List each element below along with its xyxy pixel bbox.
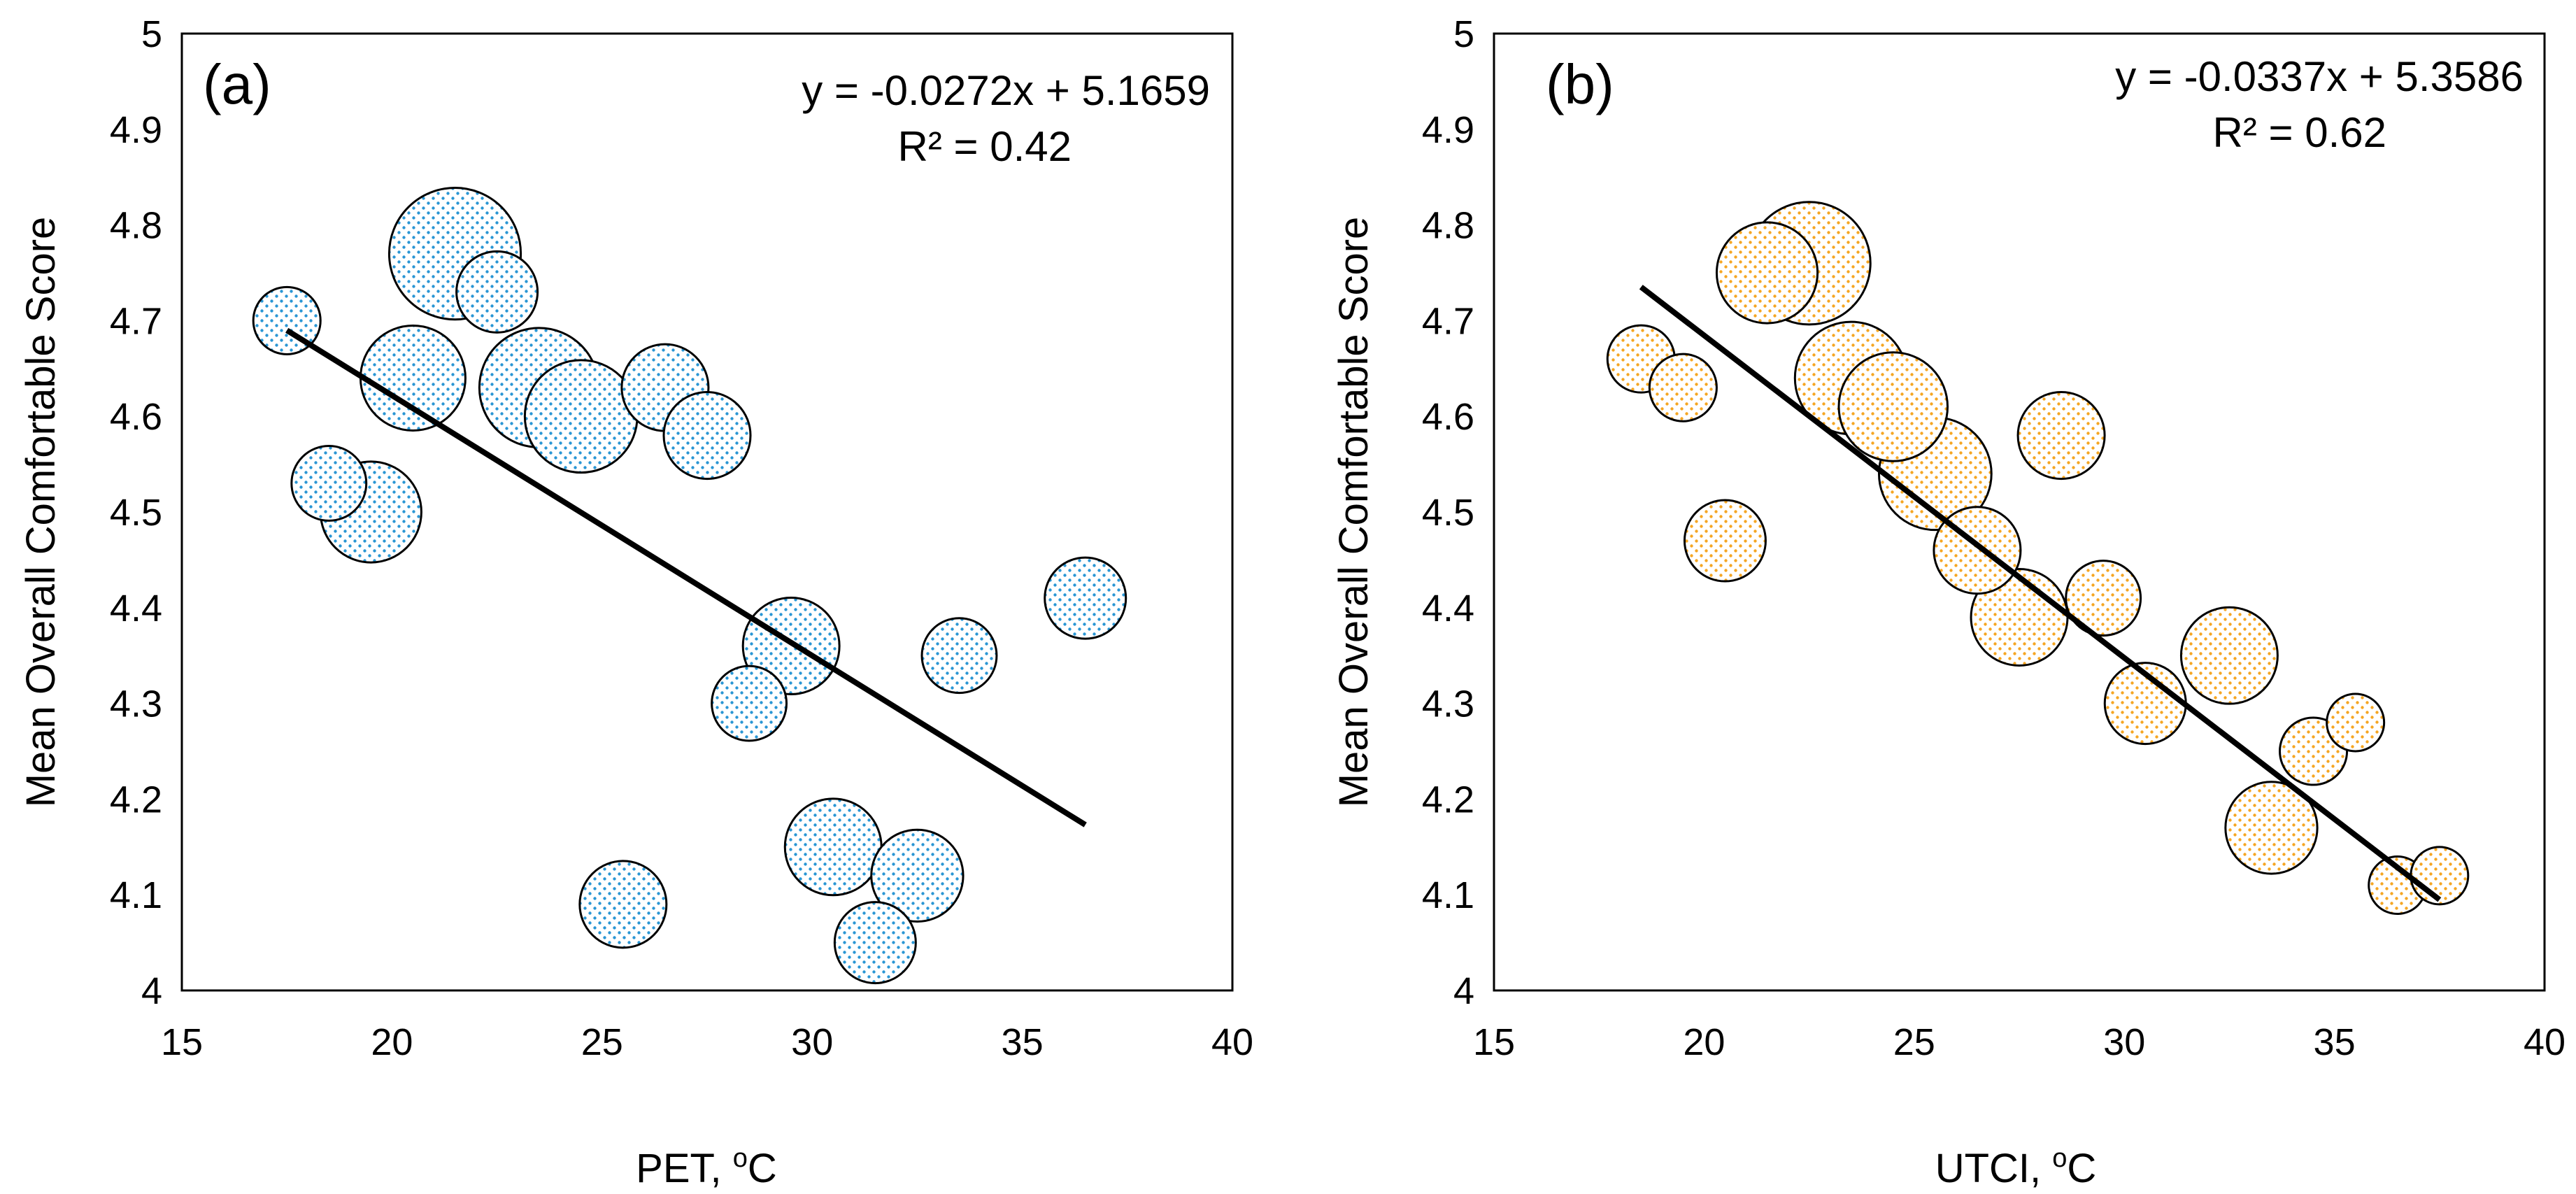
data-point (523, 359, 639, 474)
data-point (1648, 353, 1718, 422)
r2-b: R² = 0.62 (2213, 109, 2386, 156)
y-tick-labels-a: 4 4.1 4.2 4.3 4.4 4.5 4.6 4.7 4.8 4.9 5 (110, 13, 162, 1012)
y-tick-label: 4.7 (1422, 300, 1474, 342)
data-point (833, 901, 917, 985)
y-tick-label: 4.4 (110, 588, 162, 630)
data-point (1683, 499, 1767, 583)
plot-frame-a (180, 32, 1234, 992)
y-tick-label: 4 (1453, 970, 1474, 1012)
points-a (252, 187, 1127, 985)
x-tick-labels-b: 15 20 25 30 35 40 (1473, 1021, 2566, 1063)
trendline-a (285, 327, 1087, 827)
panel-label-a: (a) (203, 53, 271, 115)
x-tick-label: 40 (2524, 1021, 2566, 1063)
data-point (578, 860, 668, 949)
y-tick-label: 4.9 (1422, 109, 1474, 151)
data-point (2224, 781, 2319, 875)
y-tick-label: 4.3 (110, 683, 162, 725)
equation-b: y = -0.0337x + 5.3586 (2115, 53, 2524, 100)
equation-a: y = -0.0272x + 5.1659 (802, 67, 1210, 114)
y-tick-label: 4.7 (110, 300, 162, 342)
y-tick-label: 4.2 (110, 779, 162, 820)
x-tick-label: 40 (1211, 1021, 1253, 1063)
y-axis-title-a: Mean Overall Comfortable Score (18, 217, 64, 808)
y-tick-label: 4.8 (110, 205, 162, 247)
data-point (2016, 391, 2106, 481)
y-tick-label: 4 (141, 970, 162, 1012)
data-point (359, 324, 467, 432)
data-point (290, 445, 368, 522)
panel-a: 4 4.1 4.2 4.3 4.4 4.5 4.6 4.7 4.8 4.9 5 15 20 25 30 35… (18, 13, 1253, 1191)
y-axis-title-b: Mean Overall Comfortable Score (1331, 217, 1376, 808)
panel-b: 4 4.1 4.2 4.3 4.4 4.5 4.6 4.7 4.8 4.9 5 15 20 25 30 35… (1331, 13, 2566, 1191)
r2-a: R² = 0.42 (898, 123, 1072, 170)
y-tick-labels-b: 4 4.1 4.2 4.3 4.4 4.5 4.6 4.7 4.8 4.9 5 (1422, 13, 1474, 1012)
x-tick-labels-a: 15 20 25 30 35 40 (161, 1021, 1253, 1063)
x-tick-label: 30 (2103, 1021, 2145, 1063)
data-point (2179, 606, 2279, 705)
data-point (2065, 560, 2142, 637)
data-point (711, 664, 788, 742)
plot-frame-b (1493, 32, 2546, 992)
y-tick-label: 5 (1453, 13, 1474, 55)
y-tick-label: 4.6 (110, 396, 162, 438)
y-tick-label: 4.3 (1422, 683, 1474, 725)
data-point (870, 828, 965, 923)
y-tick-label: 4.1 (110, 874, 162, 916)
x-tick-label: 25 (1893, 1021, 1935, 1063)
data-point (455, 250, 539, 334)
x-tick-label: 25 (581, 1021, 623, 1063)
data-point (2410, 846, 2470, 906)
y-tick-label: 4.2 (1422, 779, 1474, 820)
x-tick-label: 15 (1473, 1021, 1515, 1063)
x-tick-label: 30 (791, 1021, 833, 1063)
data-point (1837, 351, 1949, 462)
y-tick-label: 5 (141, 13, 162, 55)
y-tick-label: 4.5 (110, 492, 162, 534)
y-tick-label: 4.1 (1422, 874, 1474, 916)
trendline-b (1639, 285, 2442, 902)
x-tick-label: 20 (1683, 1021, 1725, 1063)
x-axis-title-b: UTCI, oC (1935, 1144, 2097, 1191)
x-tick-label: 20 (371, 1021, 413, 1063)
points-b (1606, 201, 2470, 916)
y-tick-label: 4.6 (1422, 396, 1474, 438)
data-point (1715, 221, 1819, 325)
panel-label-b: (b) (1546, 53, 1614, 115)
data-point (783, 797, 883, 897)
x-axis-title-a: PET, oC (636, 1144, 777, 1191)
x-tick-label: 35 (1002, 1021, 1044, 1063)
y-tick-label: 4.8 (1422, 205, 1474, 247)
x-tick-label: 15 (161, 1021, 203, 1063)
data-point (2326, 692, 2386, 753)
y-tick-label: 4.9 (110, 109, 162, 151)
x-tick-label: 35 (2314, 1021, 2356, 1063)
data-point (1044, 556, 1127, 640)
y-tick-label: 4.4 (1422, 588, 1474, 630)
y-tick-label: 4.5 (1422, 492, 1474, 534)
data-point (662, 391, 752, 481)
data-point (920, 617, 998, 695)
